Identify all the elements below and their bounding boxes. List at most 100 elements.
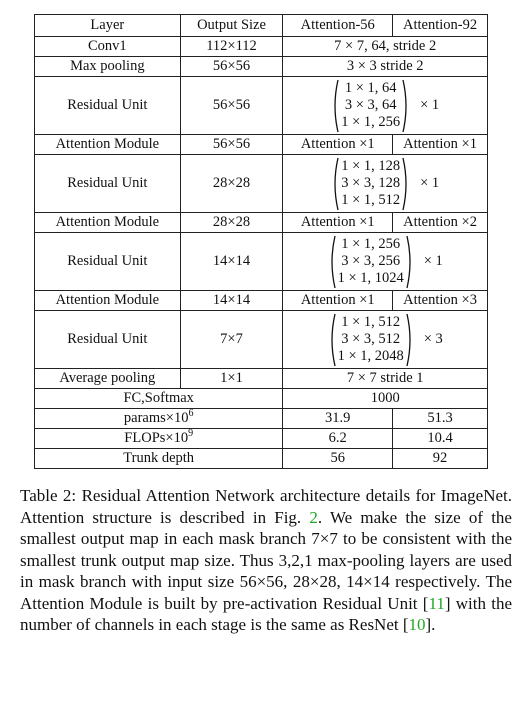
residual-config-cell: 1 × 1, 64 3 × 3, 64 1 × 1, 256 × 1: [282, 76, 488, 135]
summary-exponent: 6: [188, 408, 194, 420]
summary-exponent: 9: [188, 428, 194, 440]
attention-56-value: 31.9: [282, 408, 394, 429]
layer-cell: Residual Unit: [34, 310, 181, 369]
residual-matrix: 1 × 1, 64 3 × 3, 64 1 × 1, 256: [331, 79, 410, 133]
table-row: Attention Module 14×14 Attention ×1 Attenti…: [34, 290, 488, 311]
output-size-cell: 14×14: [179, 232, 284, 291]
matrix-lines: 1 × 1, 256 3 × 3, 256 1 × 1, 1024: [337, 235, 405, 289]
output-size-cell: 56×56: [179, 56, 284, 77]
attention-92-value: 10.4: [392, 428, 488, 449]
architecture-table-body: Layer Output Size Attention-56 Attention…: [33, 14, 488, 469]
output-size-cell: 28×28: [179, 154, 284, 213]
header-attention-56: Attention-56: [282, 14, 394, 37]
summary-label-cell: Trunk depth: [33, 448, 284, 469]
architecture-table: Layer Output Size Attention-56 Attention…: [33, 14, 488, 469]
summary-row: Trunk depth 56 92: [33, 448, 488, 469]
matrix-line: 1 × 1, 128: [341, 158, 401, 174]
summary-label-cell: params×106: [33, 408, 284, 429]
summary-label-cell: FLOPs×109: [33, 428, 284, 449]
repeat-multiplier: × 1: [420, 97, 440, 113]
output-size-cell: 56×56: [179, 76, 284, 135]
repeat-multiplier: × 1: [423, 253, 443, 269]
citation-link-11[interactable]: 11: [428, 593, 445, 613]
attention-56-cell: Attention ×1: [282, 290, 394, 311]
header-layer: Layer: [34, 14, 181, 37]
table-header-row: Layer Output Size Attention-56 Attention…: [34, 14, 488, 37]
left-paren-icon: [334, 157, 339, 210]
matrix-line: 3 × 3, 128: [341, 175, 401, 191]
attention-92-value: 92: [392, 448, 488, 469]
output-size-cell: 56×56: [179, 134, 284, 155]
attention-92-cell: Attention ×1: [392, 134, 488, 155]
summary-label: FLOPs×10: [124, 430, 189, 446]
matrix-line: 3 × 3, 64: [344, 97, 397, 113]
matrix-lines: 1 × 1, 64 3 × 3, 64 1 × 1, 256: [340, 79, 401, 133]
table-row: Residual Unit 28×28 1 × 1, 128 3 × 3, 128 1 …: [34, 154, 488, 213]
table-row: Conv1 112×112 7 × 7, 64, stride 2: [34, 36, 488, 57]
config-cell: 7 × 7 stride 1: [282, 368, 488, 389]
caption-text-2: . We make the size of the smallest outpu…: [20, 507, 512, 613]
table-row: FC,Softmax 1000: [33, 388, 488, 409]
config-cell: 1000: [282, 388, 488, 409]
repeat-multiplier: × 3: [423, 331, 443, 347]
output-size-cell: 7×7: [179, 310, 284, 369]
layer-cell: Average pooling: [34, 368, 181, 389]
right-paren-icon: [402, 79, 407, 132]
layer-cell: Conv1: [34, 36, 181, 57]
output-size-cell: 112×112: [179, 36, 284, 57]
table-row: Average pooling 1×1 7 × 7 stride 1: [34, 368, 488, 389]
right-paren-icon: [406, 313, 411, 366]
header-output-size: Output Size: [179, 14, 284, 37]
table-row: Max pooling 56×56 3 × 3 stride 2: [34, 56, 488, 77]
table-row: Attention Module 28×28 Attention ×1 Attenti…: [34, 212, 488, 233]
residual-config-cell: 1 × 1, 256 3 × 3, 256 1 × 1, 1024 × 1: [282, 232, 488, 291]
attention-56-cell: Attention ×1: [282, 134, 394, 155]
residual-matrix: 1 × 1, 512 3 × 3, 512 1 × 1, 2048: [328, 313, 414, 367]
caption-text-3: ] with the number of channels in each st…: [20, 593, 512, 635]
matrix-line: 3 × 3, 256: [341, 253, 401, 269]
summary-row: FLOPs×109 6.2 10.4: [33, 428, 488, 449]
layer-cell: Residual Unit: [34, 154, 181, 213]
matrix-line: 1 × 1, 512: [341, 314, 401, 330]
left-paren-icon: [330, 313, 336, 366]
attention-92-value: 51.3: [392, 408, 488, 429]
layer-cell: Residual Unit: [34, 232, 181, 291]
output-size-cell: 1×1: [179, 368, 284, 389]
table-caption: Table 2: Residual Attention Network arch…: [20, 485, 512, 636]
layer-cell: Attention Module: [34, 290, 181, 311]
figure-reference-link[interactable]: 2: [309, 507, 318, 527]
table-row: Residual Unit 56×56 1 × 1, 64 3 × 3, 64 1 × …: [34, 76, 488, 135]
matrix-line: 1 × 1, 1024: [337, 270, 404, 286]
attention-56-cell: Attention ×1: [282, 212, 394, 233]
config-cell: 7 × 7, 64, stride 2: [282, 36, 488, 57]
residual-config-cell: 1 × 1, 512 3 × 3, 512 1 × 1, 2048 × 3: [282, 310, 488, 369]
citation-link-10[interactable]: 10: [408, 615, 426, 634]
residual-matrix: 1 × 1, 256 3 × 3, 256 1 × 1, 1024: [328, 235, 414, 289]
table-row: Residual Unit 7×7 1 × 1, 512 3 × 3, 512 1 × …: [34, 310, 488, 369]
layer-cell: Max pooling: [34, 56, 181, 77]
matrix-line: 3 × 3, 512: [341, 331, 401, 347]
right-paren-icon: [402, 157, 407, 210]
layer-cell: Attention Module: [34, 212, 181, 233]
output-size-cell: 14×14: [179, 290, 284, 311]
layer-cell: Attention Module: [34, 134, 181, 155]
config-cell: 3 × 3 stride 2: [282, 56, 488, 77]
output-size-cell: 28×28: [179, 212, 284, 233]
caption-text-4: ].: [425, 615, 436, 634]
right-paren-icon: [406, 235, 411, 288]
residual-matrix: 1 × 1, 128 3 × 3, 128 1 × 1, 512: [331, 157, 410, 211]
attention-56-value: 56: [282, 448, 394, 469]
left-paren-icon: [334, 79, 339, 132]
table-row: Residual Unit 14×14 1 × 1, 256 3 × 3, 256 1 …: [34, 232, 488, 291]
matrix-line: 1 × 1, 2048: [337, 348, 404, 364]
table-row: Attention Module 56×56 Attention ×1 Attenti…: [34, 134, 488, 155]
caption-text-1: Table 2: Residual Attention Network arch…: [20, 486, 512, 527]
layer-cell: FC,Softmax: [33, 388, 284, 409]
matrix-line: 1 × 1, 256: [341, 114, 401, 130]
layer-cell: Residual Unit: [34, 76, 181, 135]
attention-56-value: 6.2: [282, 428, 394, 449]
left-paren-icon: [330, 235, 336, 288]
repeat-multiplier: × 1: [420, 175, 440, 191]
summary-row: params×106 31.9 51.3: [33, 408, 488, 429]
matrix-line: 1 × 1, 512: [341, 192, 401, 208]
